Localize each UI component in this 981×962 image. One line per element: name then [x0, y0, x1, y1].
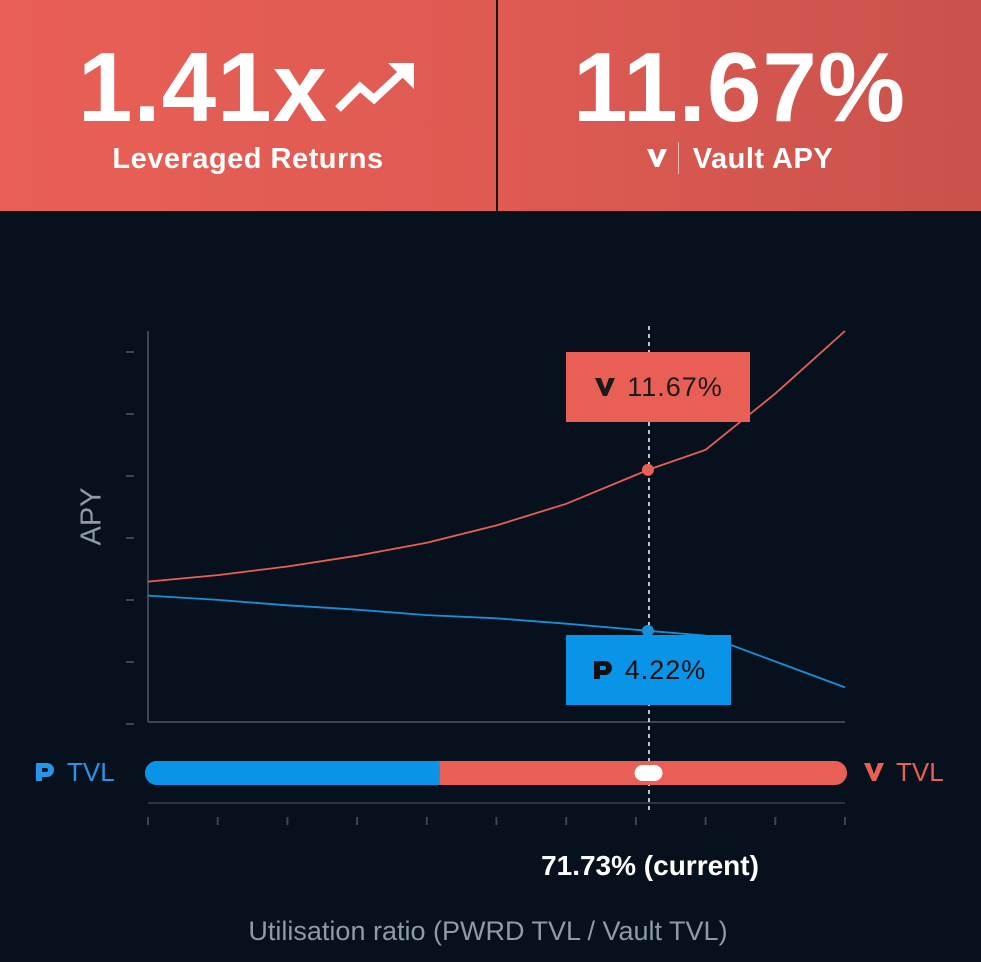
trend-up-icon: [335, 63, 415, 112]
leverage-card: 1.41x Leveraged Returns: [0, 0, 496, 211]
leverage-value: 1.41x: [77, 32, 329, 142]
vault-apy-value: 11.67%: [573, 32, 906, 142]
pwrd-tvl-label: TVL: [33, 757, 115, 787]
vault-logo-icon: [864, 763, 884, 782]
tvl-bar-pwrd: [145, 761, 440, 785]
pwrd-tooltip-value: 4.22%: [624, 654, 707, 685]
vault-tooltip-value: 11.67%: [627, 371, 723, 402]
vault-apy-tooltip: 11.67%: [566, 352, 750, 422]
vault-apy-line: [147, 330, 846, 583]
y-axis-ticks: [126, 351, 134, 725]
utilisation-slider-handle[interactable]: [634, 765, 663, 781]
x-axis-ticks: [147, 817, 846, 825]
vault-apy-label: Vault APY: [692, 143, 834, 175]
vault-logo-icon: [646, 149, 667, 168]
label-separator: [677, 142, 679, 175]
y-axis-title: APY: [75, 487, 108, 546]
vault-current-point: [641, 463, 654, 476]
pwrd-logo-icon: [36, 763, 54, 782]
vault-apy-card: 11.67% Vault APY: [498, 0, 981, 211]
vault-tvl-label: TVL: [862, 757, 944, 787]
pwrd-apy-line: [147, 594, 846, 689]
leverage-label: Leveraged Returns: [112, 143, 384, 175]
pwrd-current-point: [641, 624, 654, 637]
apy-chart: [126, 326, 847, 825]
stats-header: [0, 0, 981, 211]
current-utilisation-label: 71.73% (current): [541, 850, 759, 881]
vault-logo-icon: [595, 378, 616, 396]
pwrd-apy-tooltip: 4.22%: [566, 635, 731, 705]
header-divider: [496, 0, 498, 211]
x-axis-title: Utilisation ratio (PWRD TVL / Vault TVL): [248, 916, 728, 946]
pwrd-logo-icon: [593, 661, 612, 679]
